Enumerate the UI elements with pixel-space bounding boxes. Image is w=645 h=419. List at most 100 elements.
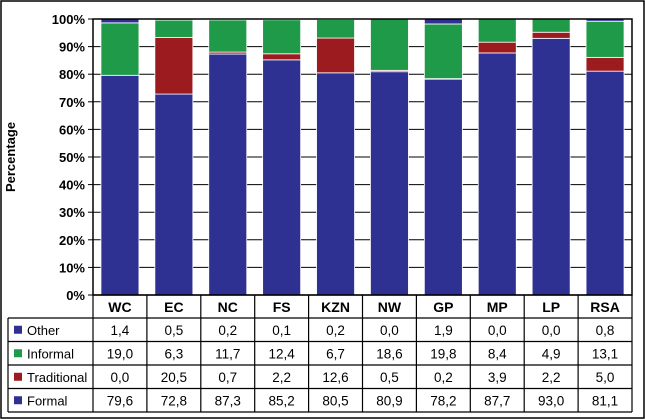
x-tick-label: NC — [218, 299, 238, 315]
bar-segment — [316, 72, 355, 296]
bar-segment — [423, 78, 463, 296]
legend-swatch — [14, 349, 22, 358]
y-tick-label: 10% — [59, 260, 85, 275]
data-label: 12,4 — [269, 346, 296, 361]
data-label: 72,8 — [161, 393, 187, 408]
data-table: WC EC NC FS KZN NW GP MP LP RSA Other 1,4 0,5 0,2 0,1 0… — [7, 294, 633, 413]
legend-label: Informal — [27, 346, 74, 361]
bar-segment — [316, 37, 355, 74]
data-label: 1,9 — [434, 323, 453, 338]
data-label: 0,5 — [164, 323, 183, 338]
data-label: 0,2 — [434, 370, 453, 385]
y-tick-label: 80% — [59, 67, 85, 82]
bar-segment — [262, 19, 302, 55]
bar-segment — [316, 19, 355, 39]
data-label: 3,9 — [488, 370, 507, 385]
y-axis-ticks: 0% 10% 20% 30% 40% 50% 60% 70% 80% 90% 100% — [52, 12, 93, 303]
bar-segment — [585, 56, 625, 72]
data-label: 0,2 — [326, 323, 345, 338]
data-label: 1,4 — [111, 323, 130, 338]
y-tick-label: 0% — [66, 288, 85, 303]
bar-segment — [262, 59, 302, 296]
data-label: 0,0 — [488, 323, 507, 338]
legend-swatch — [14, 325, 22, 334]
bar-segment — [370, 71, 409, 296]
data-label: 87,7 — [484, 393, 510, 408]
y-tick-label: 100% — [52, 12, 86, 27]
bar-segment — [100, 74, 140, 296]
bar-segment — [370, 18, 409, 71]
data-label: 19,0 — [107, 346, 133, 361]
y-tick-label: 20% — [59, 233, 85, 248]
y-tick-label: 50% — [59, 150, 85, 165]
bar-segment — [100, 22, 140, 76]
data-label: 0,5 — [380, 370, 399, 385]
x-tick-label: NW — [378, 299, 402, 315]
data-label: 80,5 — [322, 393, 348, 408]
bar-segment — [423, 23, 463, 80]
data-label: 19,8 — [430, 346, 456, 361]
data-label: 0,7 — [218, 370, 237, 385]
data-label: 0,8 — [596, 323, 615, 338]
plot-area-border — [92, 18, 633, 296]
x-tick-label: FS — [273, 299, 291, 315]
bar-segment — [208, 53, 248, 296]
bar-segment — [154, 19, 194, 38]
x-tick-label: EC — [164, 299, 183, 315]
data-label: 13,1 — [592, 346, 618, 361]
bar-segment — [208, 19, 248, 53]
bar-segment — [585, 20, 625, 58]
bar-segment — [585, 70, 625, 296]
bar-segment — [154, 93, 194, 296]
data-label: 0,0 — [380, 323, 399, 338]
data-label: 79,6 — [107, 393, 133, 408]
legend-label: Traditional — [27, 370, 87, 385]
legend-label: Formal — [27, 393, 68, 408]
data-label: 5,0 — [596, 370, 615, 385]
x-tick-label: KZN — [321, 299, 350, 315]
legend-swatch — [14, 372, 22, 381]
bar-segment — [531, 31, 571, 39]
data-label: 8,4 — [488, 346, 507, 361]
data-label: 0,0 — [542, 323, 561, 338]
bar-segment — [154, 37, 194, 95]
data-label: 0,1 — [272, 323, 291, 338]
bar-segment — [531, 37, 571, 296]
y-tick-label: 70% — [59, 95, 85, 110]
data-label: 11,7 — [215, 346, 240, 361]
data-label: 2,2 — [272, 370, 291, 385]
data-label: 87,3 — [215, 393, 241, 408]
y-axis-label: Percentage — [3, 122, 18, 192]
bar-segment — [531, 18, 571, 33]
data-label: 80,9 — [376, 393, 402, 408]
data-label: 0,2 — [218, 323, 237, 338]
legend-label: Other — [27, 323, 60, 338]
bar-segment — [477, 41, 517, 54]
legend-swatch — [14, 396, 22, 405]
y-tick-label: 90% — [59, 40, 85, 55]
data-label: 78,2 — [430, 393, 456, 408]
data-label: 12,6 — [322, 370, 348, 385]
y-tick-label: 30% — [59, 205, 85, 220]
data-label: 0,0 — [111, 370, 130, 385]
data-label: 6,3 — [164, 346, 183, 361]
data-label: 4,9 — [542, 346, 561, 361]
data-label: 18,6 — [376, 346, 402, 361]
bar-segment — [477, 52, 517, 296]
x-tick-label: MP — [487, 299, 508, 315]
data-label: 93,0 — [538, 393, 564, 408]
bars — [100, 18, 625, 296]
data-label: 20,5 — [161, 370, 187, 385]
x-tick-label: RSA — [590, 299, 620, 315]
bar-segment — [262, 53, 302, 61]
y-tick-label: 40% — [59, 178, 85, 193]
x-tick-label: LP — [542, 299, 560, 315]
x-tick-label: WC — [108, 299, 131, 315]
data-label: 6,7 — [326, 346, 345, 361]
y-tick-label: 60% — [59, 122, 85, 137]
data-label: 81,1 — [592, 393, 618, 408]
data-label: 2,2 — [542, 370, 561, 385]
bar-segment — [477, 18, 517, 43]
